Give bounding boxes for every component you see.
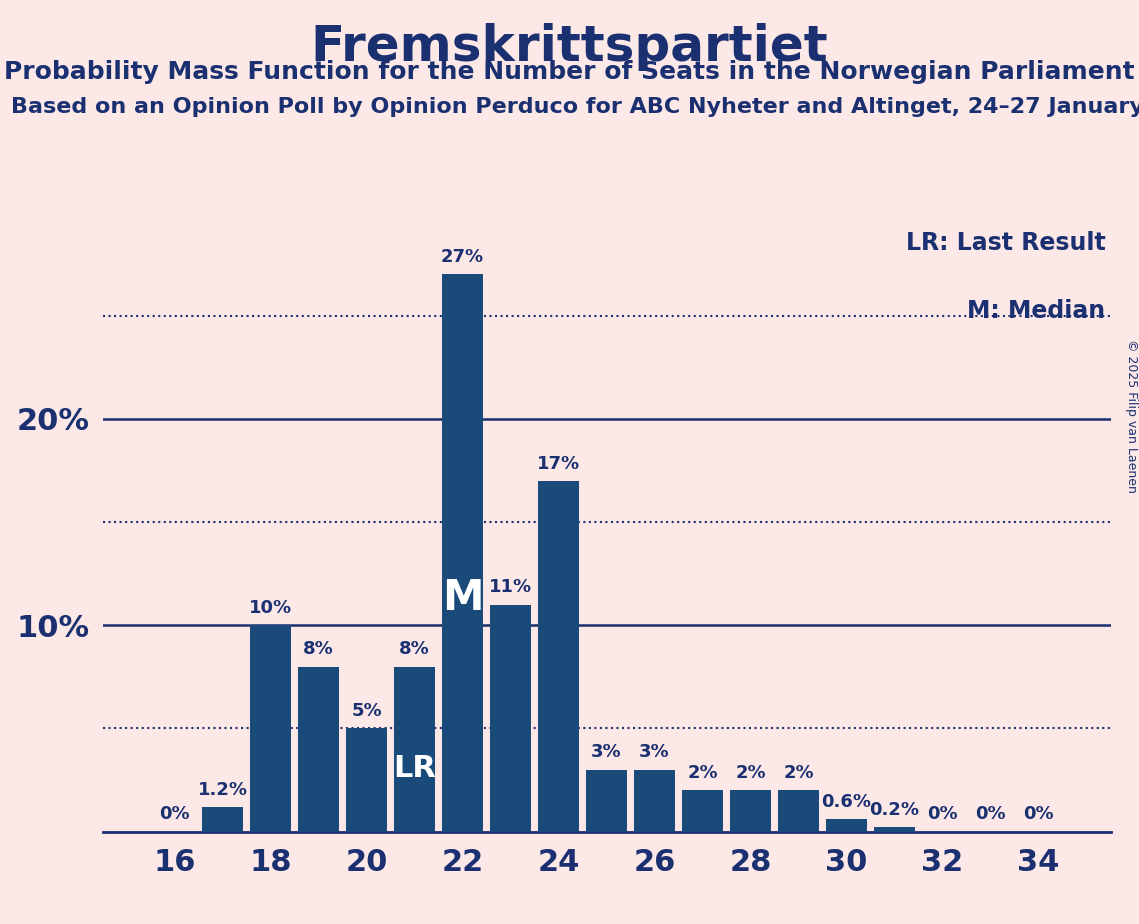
Bar (634, 770, 675, 832)
Text: 1.2%: 1.2% (197, 781, 247, 798)
Bar (394, 666, 435, 832)
Text: 8%: 8% (303, 640, 334, 658)
Text: 8%: 8% (399, 640, 429, 658)
Bar (251, 626, 290, 832)
Bar (346, 728, 387, 832)
Text: 10%: 10% (249, 599, 292, 617)
Bar (490, 604, 531, 832)
Bar (682, 790, 723, 832)
Text: 2%: 2% (784, 764, 814, 782)
Text: 2%: 2% (687, 764, 718, 782)
Bar (442, 274, 483, 832)
Text: LR: LR (393, 754, 436, 784)
Text: 0%: 0% (975, 806, 1006, 823)
Text: 11%: 11% (489, 578, 532, 596)
Text: 3%: 3% (639, 744, 670, 761)
Text: Fremskrittspartiet: Fremskrittspartiet (311, 23, 828, 71)
Text: 0%: 0% (1023, 806, 1054, 823)
Text: 27%: 27% (441, 249, 484, 266)
Text: 0%: 0% (159, 806, 190, 823)
Bar (298, 666, 339, 832)
Bar (874, 828, 915, 832)
Text: 0.6%: 0.6% (821, 793, 871, 811)
Text: 0%: 0% (927, 806, 958, 823)
Text: M: M (442, 577, 483, 618)
Text: © 2025 Filip van Laenen: © 2025 Filip van Laenen (1124, 339, 1138, 492)
Text: 3%: 3% (591, 744, 622, 761)
Bar (730, 790, 771, 832)
Text: 5%: 5% (351, 702, 382, 720)
Text: 17%: 17% (536, 455, 580, 472)
Text: Probability Mass Function for the Number of Seats in the Norwegian Parliament: Probability Mass Function for the Number… (5, 60, 1134, 84)
Bar (538, 480, 579, 832)
Text: LR: Last Result: LR: Last Result (906, 231, 1106, 255)
Bar (202, 807, 243, 832)
Text: Based on an Opinion Poll by Opinion Perduco for ABC Nyheter and Altinget, 24–27 : Based on an Opinion Poll by Opinion Perd… (11, 97, 1139, 117)
Text: 0.2%: 0.2% (869, 801, 919, 820)
Bar (778, 790, 819, 832)
Text: M: Median: M: Median (967, 299, 1106, 323)
Bar (587, 770, 626, 832)
Text: 2%: 2% (735, 764, 765, 782)
Bar (826, 820, 867, 832)
